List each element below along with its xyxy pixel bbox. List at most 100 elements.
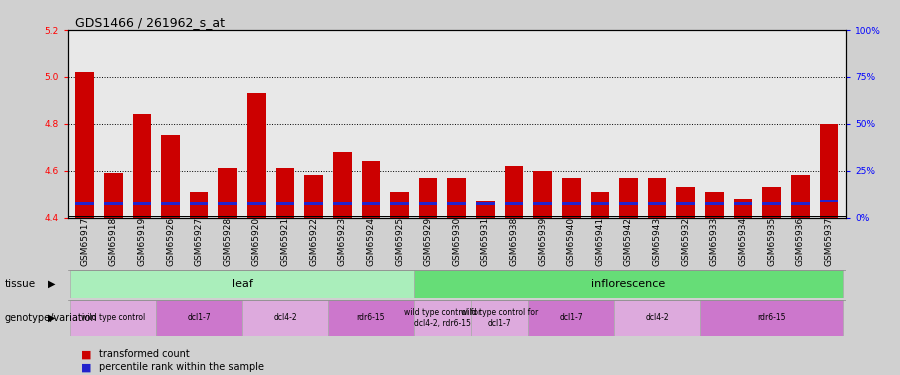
Text: wild type control for
dcl1-7: wild type control for dcl1-7 (461, 308, 538, 327)
Bar (418, 202, 437, 205)
Text: GSM65928: GSM65928 (223, 217, 232, 266)
Text: GSM65917: GSM65917 (80, 217, 89, 266)
Bar (248, 93, 266, 218)
Bar (304, 176, 323, 217)
Bar (275, 202, 294, 205)
Text: leaf: leaf (231, 279, 253, 289)
Bar (248, 202, 266, 205)
Text: GSM65930: GSM65930 (452, 217, 461, 266)
Bar (104, 173, 122, 217)
Text: GSM65933: GSM65933 (710, 217, 719, 266)
Text: GSM65920: GSM65920 (252, 217, 261, 266)
Bar (391, 202, 409, 205)
Bar (705, 192, 724, 217)
Bar (157, 300, 242, 336)
Bar (590, 192, 609, 217)
Bar (275, 168, 294, 217)
Text: rdr6-15: rdr6-15 (757, 314, 786, 322)
Text: wild type control: wild type control (81, 314, 146, 322)
Bar (76, 72, 94, 217)
Bar (528, 300, 614, 336)
Bar (476, 202, 495, 205)
Bar (677, 187, 695, 218)
Text: GDS1466 / 261962_s_at: GDS1466 / 261962_s_at (76, 16, 225, 29)
Bar (562, 178, 580, 218)
Bar (476, 201, 495, 217)
Bar (219, 202, 237, 205)
Text: GSM65927: GSM65927 (194, 217, 203, 266)
Text: GSM65918: GSM65918 (109, 217, 118, 266)
Bar (648, 178, 666, 218)
Bar (414, 270, 843, 298)
Bar (414, 300, 471, 336)
Bar (762, 202, 781, 205)
Bar (76, 202, 94, 205)
Bar (333, 202, 352, 205)
Bar (762, 187, 781, 218)
Bar (190, 192, 209, 217)
Bar (132, 202, 151, 205)
Text: transformed count: transformed count (99, 350, 190, 359)
Text: GSM65943: GSM65943 (652, 217, 662, 266)
Bar (791, 202, 809, 205)
Bar (677, 202, 695, 205)
Bar (734, 199, 752, 217)
Bar (304, 202, 323, 205)
Bar (132, 114, 151, 218)
Bar (333, 152, 352, 217)
Bar (562, 202, 580, 205)
Text: GSM65924: GSM65924 (366, 217, 375, 266)
Text: GSM65921: GSM65921 (281, 217, 290, 266)
Bar (648, 202, 666, 205)
Text: GSM65934: GSM65934 (739, 217, 748, 266)
Text: GSM65932: GSM65932 (681, 217, 690, 266)
Bar (447, 202, 466, 205)
Text: GSM65931: GSM65931 (481, 217, 490, 266)
Text: GSM65939: GSM65939 (538, 217, 547, 266)
Bar (619, 178, 638, 218)
Bar (614, 300, 700, 336)
Bar (791, 176, 809, 217)
Bar (447, 178, 466, 218)
Text: ■: ■ (81, 363, 92, 372)
Text: ▶: ▶ (49, 313, 56, 323)
Bar (820, 124, 838, 218)
Bar (362, 161, 380, 218)
Bar (219, 168, 237, 217)
Text: inflorescence: inflorescence (591, 279, 666, 289)
Text: GSM65929: GSM65929 (424, 217, 433, 266)
Text: rdr6-15: rdr6-15 (356, 314, 385, 322)
Text: GSM65941: GSM65941 (596, 217, 605, 266)
Bar (505, 202, 523, 205)
Bar (362, 202, 380, 205)
Bar (70, 300, 157, 336)
Text: genotype/variation: genotype/variation (4, 313, 97, 323)
Text: dcl4-2: dcl4-2 (274, 314, 297, 322)
Text: GSM65923: GSM65923 (338, 217, 346, 266)
Text: GSM65936: GSM65936 (796, 217, 805, 266)
Bar (734, 202, 752, 205)
Text: dcl1-7: dcl1-7 (187, 314, 211, 322)
Text: ▶: ▶ (49, 279, 56, 289)
Bar (705, 202, 724, 205)
Bar (590, 202, 609, 205)
Bar (190, 202, 209, 205)
Text: GSM65926: GSM65926 (166, 217, 175, 266)
Text: GSM65925: GSM65925 (395, 217, 404, 266)
Bar (619, 202, 638, 205)
Bar (700, 300, 843, 336)
Bar (70, 270, 414, 298)
Bar (534, 202, 552, 205)
Bar (471, 300, 528, 336)
Text: GSM65935: GSM65935 (767, 217, 776, 266)
Bar (534, 171, 552, 217)
Bar (391, 192, 409, 217)
Text: dcl4-2: dcl4-2 (645, 314, 669, 322)
Bar (104, 202, 122, 205)
Text: GSM65919: GSM65919 (138, 217, 147, 266)
Text: GSM65942: GSM65942 (624, 217, 633, 266)
Bar (820, 200, 838, 202)
Text: GSM65938: GSM65938 (509, 217, 518, 266)
Text: dcl1-7: dcl1-7 (560, 314, 583, 322)
Bar (161, 135, 180, 218)
